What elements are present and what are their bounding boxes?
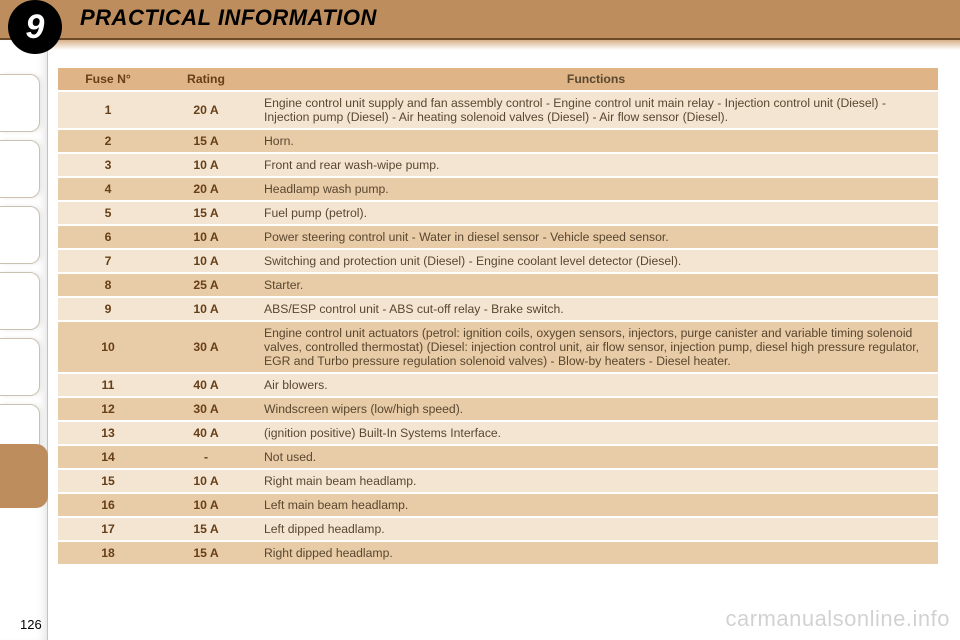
thumb-tab bbox=[0, 206, 40, 264]
cell-function: Horn. bbox=[254, 130, 938, 152]
cell-function: Right main beam headlamp. bbox=[254, 470, 938, 492]
cell-fuse-no: 16 bbox=[58, 494, 158, 516]
col-functions: Functions bbox=[254, 68, 938, 90]
cell-function: Left dipped headlamp. bbox=[254, 518, 938, 540]
page-title: PRACTICAL INFORMATION bbox=[80, 5, 377, 31]
cell-rating: 20 A bbox=[158, 99, 254, 121]
cell-rating: 10 A bbox=[158, 298, 254, 320]
cell-function: (ignition positive) Built-In Systems Int… bbox=[254, 422, 938, 444]
cell-rating: 10 A bbox=[158, 494, 254, 516]
cell-fuse-no: 15 bbox=[58, 470, 158, 492]
table-row: 1715 ALeft dipped headlamp. bbox=[58, 518, 938, 540]
cell-function: Left main beam headlamp. bbox=[254, 494, 938, 516]
cell-fuse-no: 17 bbox=[58, 518, 158, 540]
cell-rating: 25 A bbox=[158, 274, 254, 296]
cell-fuse-no: 6 bbox=[58, 226, 158, 248]
cell-function: Headlamp wash pump. bbox=[254, 178, 938, 200]
thumb-tab bbox=[0, 272, 40, 330]
cell-function: Power steering control unit - Water in d… bbox=[254, 226, 938, 248]
table-row: 1140 AAir blowers. bbox=[58, 374, 938, 396]
cell-rating: 10 A bbox=[158, 226, 254, 248]
table-row: 910 AABS/ESP control unit - ABS cut-off … bbox=[58, 298, 938, 320]
cell-function: Not used. bbox=[254, 446, 938, 468]
thumb-tab bbox=[0, 140, 40, 198]
cell-rating: 40 A bbox=[158, 422, 254, 444]
cell-function: Switching and protection unit (Diesel) -… bbox=[254, 250, 938, 272]
thumb-tab bbox=[0, 74, 40, 132]
cell-rating: 10 A bbox=[158, 470, 254, 492]
cell-rating: 40 A bbox=[158, 374, 254, 396]
table-row: 1510 ARight main beam headlamp. bbox=[58, 470, 938, 492]
cell-fuse-no: 7 bbox=[58, 250, 158, 272]
table-row: 825 AStarter. bbox=[58, 274, 938, 296]
active-section-tab bbox=[0, 444, 48, 508]
cell-rating: 30 A bbox=[158, 398, 254, 420]
cell-rating: 15 A bbox=[158, 542, 254, 564]
cell-fuse-no: 5 bbox=[58, 202, 158, 224]
cell-rating: 15 A bbox=[158, 202, 254, 224]
table-row: 1815 ARight dipped headlamp. bbox=[58, 542, 938, 564]
header-fade bbox=[0, 40, 960, 50]
table-row: 215 AHorn. bbox=[58, 130, 938, 152]
col-fuse-no: Fuse N° bbox=[58, 68, 158, 90]
table-row: 610 APower steering control unit - Water… bbox=[58, 226, 938, 248]
watermark: carmanualsonline.info bbox=[725, 606, 950, 632]
cell-rating: 10 A bbox=[158, 154, 254, 176]
col-rating: Rating bbox=[158, 68, 254, 90]
cell-fuse-no: 9 bbox=[58, 298, 158, 320]
table-row: 120 AEngine control unit supply and fan … bbox=[58, 92, 938, 128]
cell-fuse-no: 13 bbox=[58, 422, 158, 444]
cell-function: Front and rear wash-wipe pump. bbox=[254, 154, 938, 176]
cell-fuse-no: 14 bbox=[58, 446, 158, 468]
cell-function: Fuel pump (petrol). bbox=[254, 202, 938, 224]
cell-rating: 15 A bbox=[158, 130, 254, 152]
cell-function: Engine control unit supply and fan assem… bbox=[254, 92, 938, 128]
table-row: 1340 A(ignition positive) Built-In Syste… bbox=[58, 422, 938, 444]
table-row: 710 ASwitching and protection unit (Dies… bbox=[58, 250, 938, 272]
chapter-badge: 9 bbox=[8, 0, 62, 54]
cell-fuse-no: 3 bbox=[58, 154, 158, 176]
fuse-table: Fuse N° Rating Functions 120 AEngine con… bbox=[58, 68, 938, 566]
cell-rating: - bbox=[158, 446, 254, 468]
table-row: 1230 AWindscreen wipers (low/high speed)… bbox=[58, 398, 938, 420]
cell-rating: 10 A bbox=[158, 250, 254, 272]
cell-fuse-no: 12 bbox=[58, 398, 158, 420]
cell-function: Right dipped headlamp. bbox=[254, 542, 938, 564]
table-row: 14-Not used. bbox=[58, 446, 938, 468]
page-number: 126 bbox=[20, 617, 42, 632]
cell-function: Windscreen wipers (low/high speed). bbox=[254, 398, 938, 420]
cell-rating: 20 A bbox=[158, 178, 254, 200]
table-row: 420 AHeadlamp wash pump. bbox=[58, 178, 938, 200]
table-row: 1610 ALeft main beam headlamp. bbox=[58, 494, 938, 516]
cell-fuse-no: 11 bbox=[58, 374, 158, 396]
cell-fuse-no: 18 bbox=[58, 542, 158, 564]
cell-function: ABS/ESP control unit - ABS cut-off relay… bbox=[254, 298, 938, 320]
table-row: 515 AFuel pump (petrol). bbox=[58, 202, 938, 224]
cell-rating: 30 A bbox=[158, 336, 254, 358]
table-header-row: Fuse N° Rating Functions bbox=[58, 68, 938, 90]
cell-fuse-no: 2 bbox=[58, 130, 158, 152]
cell-fuse-no: 1 bbox=[58, 99, 158, 121]
cell-function: Air blowers. bbox=[254, 374, 938, 396]
cell-fuse-no: 4 bbox=[58, 178, 158, 200]
cell-fuse-no: 8 bbox=[58, 274, 158, 296]
cell-rating: 15 A bbox=[158, 518, 254, 540]
table-row: 1030 AEngine control unit actuators (pet… bbox=[58, 322, 938, 372]
cell-fuse-no: 10 bbox=[58, 336, 158, 358]
table-row: 310 AFront and rear wash-wipe pump. bbox=[58, 154, 938, 176]
thumb-tab bbox=[0, 338, 40, 396]
cell-function: Engine control unit actuators (petrol: i… bbox=[254, 322, 938, 372]
cell-function: Starter. bbox=[254, 274, 938, 296]
